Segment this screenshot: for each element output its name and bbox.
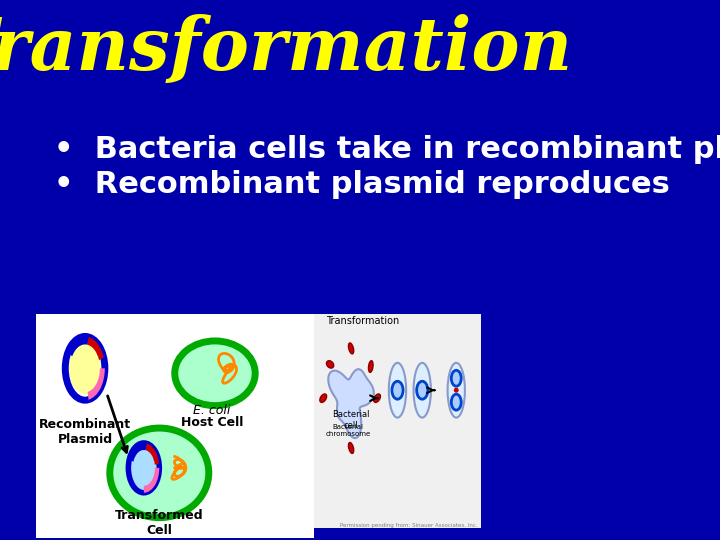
Wedge shape <box>145 443 159 465</box>
Wedge shape <box>144 468 159 493</box>
Wedge shape <box>88 337 104 360</box>
Circle shape <box>69 342 101 394</box>
Ellipse shape <box>374 394 380 402</box>
Circle shape <box>128 443 159 493</box>
Text: •  Recombinant plasmid reproduces: • Recombinant plasmid reproduces <box>54 170 670 199</box>
Text: •  Bacteria cells take in recombinant plasmid: • Bacteria cells take in recombinant pla… <box>54 135 720 164</box>
Text: E. coli: E. coli <box>193 403 230 417</box>
Text: Recombinant
Plasmid: Recombinant Plasmid <box>39 418 131 446</box>
Text: Bacterial
cell: Bacterial cell <box>333 410 370 430</box>
Ellipse shape <box>348 442 354 454</box>
Wedge shape <box>68 336 89 356</box>
Ellipse shape <box>175 341 255 406</box>
Circle shape <box>417 381 428 399</box>
Text: Host Cell: Host Cell <box>181 416 243 429</box>
Wedge shape <box>88 368 105 400</box>
Circle shape <box>451 394 462 410</box>
Text: Permission pending from: Sinauer Associates, Inc.: Permission pending from: Sinauer Associa… <box>341 523 478 528</box>
Polygon shape <box>328 369 374 438</box>
Ellipse shape <box>326 361 333 368</box>
Text: Transformation: Transformation <box>0 14 573 85</box>
FancyBboxPatch shape <box>314 314 481 528</box>
FancyBboxPatch shape <box>35 314 314 537</box>
Ellipse shape <box>369 361 373 373</box>
Wedge shape <box>130 443 146 462</box>
Ellipse shape <box>320 394 327 402</box>
Ellipse shape <box>413 363 431 417</box>
Text: Transformation: Transformation <box>326 315 400 326</box>
Text: Transformed
Cell: Transformed Cell <box>115 509 204 537</box>
Ellipse shape <box>348 343 354 354</box>
Ellipse shape <box>448 363 465 417</box>
Circle shape <box>392 381 403 399</box>
Ellipse shape <box>454 388 459 393</box>
Circle shape <box>451 370 462 386</box>
Ellipse shape <box>389 363 406 417</box>
Ellipse shape <box>110 428 209 518</box>
Text: Bacterial
chromosome: Bacterial chromosome <box>325 423 371 436</box>
